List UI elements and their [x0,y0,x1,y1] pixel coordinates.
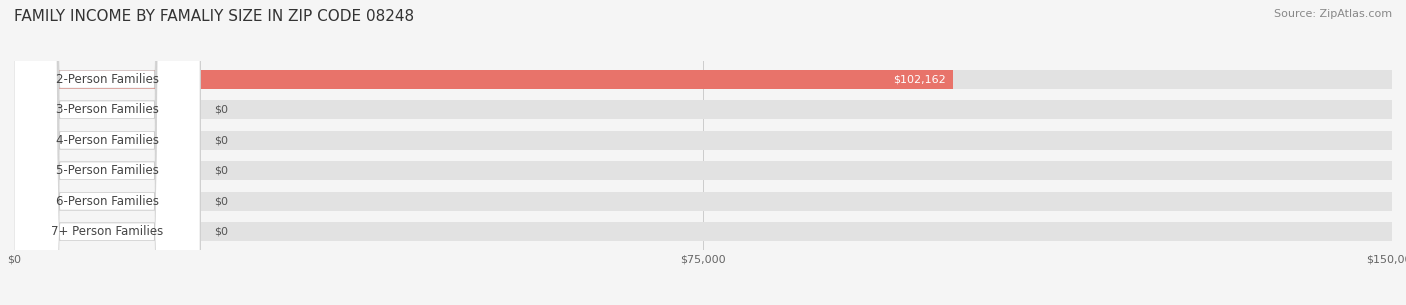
Bar [14,192,1392,211]
Bar [14,161,1392,180]
Text: $0: $0 [214,135,228,145]
Text: 4-Person Families: 4-Person Families [56,134,159,147]
Text: 2-Person Families: 2-Person Families [56,73,159,86]
Text: $0: $0 [214,196,228,206]
Text: $0: $0 [214,227,228,237]
FancyBboxPatch shape [14,0,200,305]
Text: FAMILY INCOME BY FAMALIY SIZE IN ZIP CODE 08248: FAMILY INCOME BY FAMALIY SIZE IN ZIP COD… [14,9,415,24]
FancyBboxPatch shape [14,0,200,305]
FancyBboxPatch shape [14,0,200,305]
Text: $0: $0 [214,166,228,176]
FancyBboxPatch shape [14,0,200,305]
Text: 6-Person Families: 6-Person Families [56,195,159,208]
Bar [14,222,1392,241]
Text: $0: $0 [214,105,228,115]
Bar [14,70,1392,89]
FancyBboxPatch shape [14,0,200,305]
Text: $102,162: $102,162 [893,74,946,84]
Bar [14,70,952,89]
Text: Source: ZipAtlas.com: Source: ZipAtlas.com [1274,9,1392,19]
Bar [14,131,1392,150]
Text: 7+ Person Families: 7+ Person Families [51,225,163,238]
Text: 5-Person Families: 5-Person Families [56,164,159,177]
FancyBboxPatch shape [14,0,200,305]
Bar [14,100,1392,119]
Text: 3-Person Families: 3-Person Families [56,103,159,116]
